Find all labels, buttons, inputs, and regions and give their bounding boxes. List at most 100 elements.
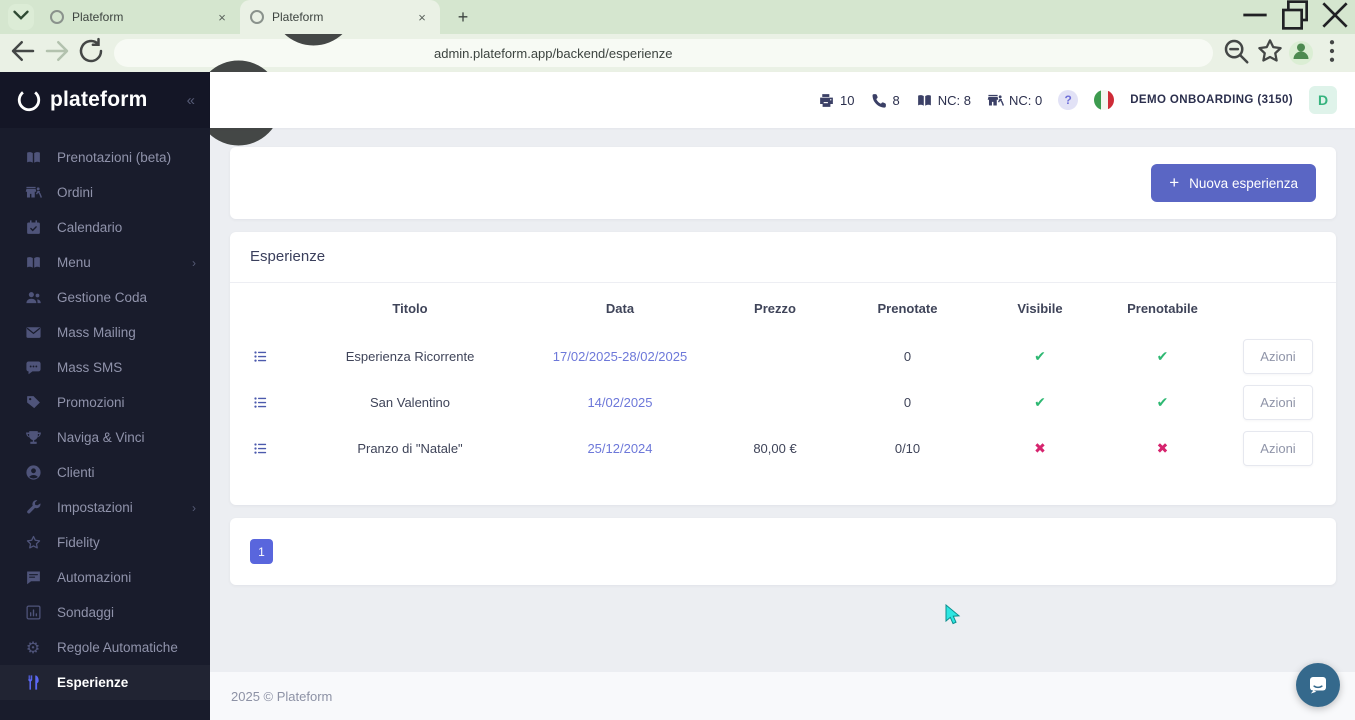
sidebar-item-regole-automatiche[interactable]: ⚙ Regole Automatiche xyxy=(25,637,178,657)
tab-title: Plateform xyxy=(272,10,324,24)
logo-text: plateform xyxy=(50,88,148,111)
pagination-card: 1 xyxy=(230,518,1336,585)
sidebar-item-prenotazioni[interactable]: Prenotazioni (beta) xyxy=(0,140,210,175)
column-header-titolo: Titolo xyxy=(392,300,428,316)
tag-icon xyxy=(24,394,42,412)
sidebar: plateform « Prenotazioni (beta) Ordini C… xyxy=(0,72,210,720)
column-header-prenotate: Prenotate xyxy=(877,300,938,316)
zoom-button[interactable] xyxy=(1221,38,1251,68)
browser-tab-2[interactable]: Plateform × xyxy=(240,0,440,34)
sidebar-item-ordini[interactable]: Ordini xyxy=(0,175,210,210)
sidebar-item-impostazioni[interactable]: Impostazioni › xyxy=(0,490,210,525)
list-handle-icon[interactable] xyxy=(230,441,290,456)
azioni-button[interactable]: Azioni xyxy=(1243,430,1313,466)
back-button[interactable] xyxy=(8,38,38,68)
card-title-row: Esperienze xyxy=(230,232,1336,283)
sidebar-item-sondaggi[interactable]: Sondaggi xyxy=(0,595,210,630)
azioni-button[interactable]: Azioni xyxy=(1243,384,1313,420)
sidebar-item-calendario[interactable]: Calendario xyxy=(0,210,210,245)
visibile-status-icon: ✖ xyxy=(1034,439,1046,456)
stat-bookings-nc: NC: 8 xyxy=(916,92,971,109)
sidebar-item-automazioni[interactable]: Automazioni xyxy=(0,560,210,595)
new-experience-button[interactable]: + Nuova esperienza xyxy=(1151,164,1316,202)
tab-close-icon[interactable]: × xyxy=(418,9,426,25)
sidebar-item-mass-sms[interactable]: Mass SMS xyxy=(0,350,210,385)
cell-prenotate: 0 xyxy=(903,348,912,364)
prenotabile-status-icon: ✖ xyxy=(1156,439,1169,456)
dots-vertical-icon xyxy=(1317,36,1347,71)
sidebar-item-clienti[interactable]: Clienti xyxy=(0,455,210,490)
experiences-card: Esperienze Titolo Data Prezzo Prenotate … xyxy=(230,232,1336,505)
tab-search-button[interactable] xyxy=(8,4,34,30)
browser-tab-1[interactable]: Plateform × xyxy=(40,0,246,34)
cell-data-link[interactable]: 25/12/2024 xyxy=(587,440,653,456)
list-handle-icon[interactable] xyxy=(230,349,290,364)
sidebar-collapse-icon[interactable]: « xyxy=(186,91,195,109)
browser-profile-avatar[interactable] xyxy=(1289,41,1313,65)
message-square-icon xyxy=(24,569,42,587)
sidebar-item-gestione-coda[interactable]: Gestione Coda xyxy=(0,280,210,315)
url-bar[interactable]: admin.plateform.app/backend/esperienze xyxy=(114,0,1213,146)
footer: 2025 © Plateform xyxy=(210,672,1355,720)
plateform-logo-icon xyxy=(16,87,42,113)
browser-menu-button[interactable] xyxy=(1317,38,1347,68)
page-1-button[interactable]: 1 xyxy=(250,539,273,564)
users-icon xyxy=(24,289,42,307)
wrench-icon xyxy=(24,499,42,517)
sidebar-item-promozioni[interactable]: Promozioni xyxy=(0,385,210,420)
card-title: Esperienze xyxy=(250,248,326,265)
column-header-prezzo: Prezzo xyxy=(754,300,796,316)
window-controls xyxy=(1235,0,1355,34)
sidebar-item-esperienze[interactable]: Esperienze xyxy=(0,665,210,700)
sidebar-header: plateform « xyxy=(0,72,210,128)
list-handle-icon[interactable] xyxy=(230,395,290,410)
window-close-button[interactable] xyxy=(1315,0,1355,34)
italy-flag-icon[interactable] xyxy=(1094,90,1115,110)
cell-data-link[interactable]: 14/02/2025 xyxy=(587,394,653,410)
chat-icon xyxy=(1306,673,1330,697)
forward-button[interactable] xyxy=(42,38,72,68)
chat-launcher-button[interactable] xyxy=(1296,663,1340,707)
help-button[interactable]: ? xyxy=(1058,90,1079,110)
star-icon xyxy=(1255,36,1285,71)
phone-icon xyxy=(871,92,888,109)
book-icon xyxy=(24,149,42,167)
prenotabile-status-icon: ✔ xyxy=(1156,347,1169,364)
cell-prenotate: 0 xyxy=(903,394,912,410)
tab-close-icon[interactable]: × xyxy=(218,9,226,25)
browser-chrome: Plateform × Plateform × + admin.platefor… xyxy=(0,0,1355,146)
browser-toolbar: admin.plateform.app/backend/esperienze xyxy=(0,0,1355,146)
book-icon xyxy=(24,254,42,272)
person-icon xyxy=(1289,39,1313,68)
azioni-button[interactable]: Azioni xyxy=(1243,338,1313,374)
sidebar-item-fidelity[interactable]: Fidelity xyxy=(0,525,210,560)
sidebar-item-mass-mailing[interactable]: Mass Mailing xyxy=(0,315,210,350)
cell-titolo: Pranzo di "Natale" xyxy=(357,440,463,456)
pos-printer-icon xyxy=(818,92,835,109)
shop-walk-icon xyxy=(24,184,42,202)
reload-button[interactable] xyxy=(76,36,106,71)
star-icon xyxy=(24,534,42,552)
sidebar-nav: Prenotazioni (beta) Ordini Calendario Me… xyxy=(0,128,210,700)
user-circle-icon xyxy=(24,464,42,482)
table-header-row: Titolo Data Prezzo Prenotate Visibile Pr… xyxy=(230,283,1336,333)
account-name[interactable]: DEMO ONBOARDING (3150) xyxy=(1130,94,1293,106)
bookmark-button[interactable] xyxy=(1255,38,1285,68)
sidebar-item-menu[interactable]: Menu › xyxy=(0,245,210,280)
new-tab-button[interactable]: + xyxy=(457,6,469,27)
cell-data-link[interactable]: 17/02/2025-28/02/2025 xyxy=(552,348,688,364)
window-minimize-button[interactable] xyxy=(1235,0,1275,34)
chevron-right-icon: › xyxy=(192,500,196,515)
tab-title: Plateform xyxy=(72,10,124,24)
visibile-status-icon: ✔ xyxy=(1034,347,1046,364)
user-avatar[interactable]: D xyxy=(1309,86,1337,114)
calendar-icon xyxy=(24,219,42,237)
reload-icon xyxy=(76,36,106,71)
window-restore-button[interactable] xyxy=(1275,0,1315,34)
minimize-icon xyxy=(1235,0,1275,40)
sidebar-item-naviga-vinci[interactable]: Naviga & Vinci xyxy=(0,420,210,455)
cell-prenotate: 0/10 xyxy=(894,440,921,456)
restore-icon xyxy=(1275,0,1315,40)
browser-tab-strip: Plateform × Plateform × + xyxy=(0,0,1355,34)
table-row: Esperienza Ricorrente 17/02/2025-28/02/2… xyxy=(230,333,1336,379)
